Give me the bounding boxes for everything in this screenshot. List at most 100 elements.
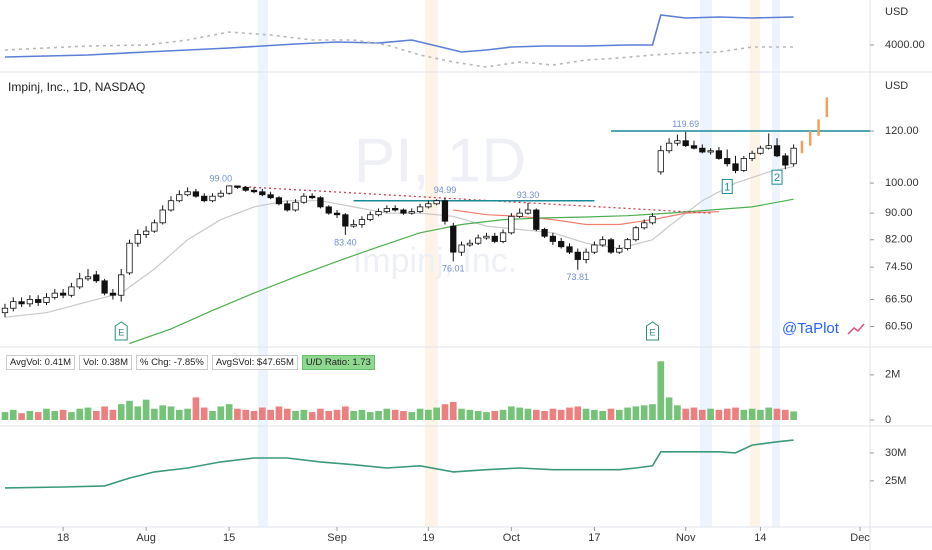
candle-body bbox=[383, 208, 390, 212]
y-tick-label: 90.00 bbox=[885, 207, 913, 219]
candle-body bbox=[665, 142, 673, 152]
series-line bbox=[4, 14, 794, 58]
brand-icon bbox=[847, 323, 865, 335]
candle-body bbox=[715, 150, 723, 159]
candle-body bbox=[167, 200, 175, 211]
y-tick-label: 100.00 bbox=[885, 177, 919, 189]
candle-body bbox=[176, 194, 183, 202]
y-tick-label: 25M bbox=[885, 475, 906, 487]
series-line bbox=[4, 439, 794, 489]
price-label: 93.30 bbox=[517, 190, 540, 200]
candle-body bbox=[466, 242, 474, 246]
volume-bar bbox=[51, 410, 59, 420]
volume-bar bbox=[640, 405, 648, 420]
x-tick-label: Sep bbox=[327, 532, 347, 544]
x-tick-label: 15 bbox=[223, 532, 235, 544]
candle-body bbox=[392, 208, 399, 211]
x-tick-label: 19 bbox=[422, 532, 434, 544]
candle-body bbox=[483, 235, 490, 239]
candle-body bbox=[118, 274, 125, 296]
candle-body bbox=[765, 145, 772, 149]
volume-bar bbox=[217, 406, 225, 420]
volume-bar bbox=[524, 408, 532, 420]
volume-bar bbox=[275, 406, 283, 420]
volume-bar bbox=[416, 408, 424, 420]
candle-body bbox=[524, 209, 532, 214]
y-tick-label: 60.50 bbox=[885, 320, 913, 332]
candle-body bbox=[51, 292, 58, 298]
wave-label: 2 bbox=[774, 172, 780, 184]
volume-bar bbox=[508, 406, 515, 420]
session-band bbox=[425, 0, 438, 527]
volume-bar bbox=[26, 410, 34, 420]
volume-bar bbox=[375, 410, 382, 420]
candle-body bbox=[782, 155, 789, 166]
volume-bar bbox=[134, 406, 142, 420]
stat: % Chg: -7.85% bbox=[135, 355, 208, 370]
trendline bbox=[229, 185, 711, 214]
y-tick-label: 82.00 bbox=[885, 234, 913, 246]
volume-bar bbox=[9, 409, 17, 420]
candle-body bbox=[68, 286, 75, 296]
y-tick-label: 4000.00 bbox=[885, 39, 925, 51]
volume-bar bbox=[117, 404, 125, 420]
candle-body bbox=[43, 296, 50, 303]
volume-bar bbox=[76, 408, 84, 420]
price-label: 119.69 bbox=[672, 119, 699, 129]
candle-body bbox=[350, 224, 357, 227]
volume-bar bbox=[541, 410, 548, 420]
volume-bar bbox=[690, 407, 698, 420]
candle-body bbox=[1, 307, 9, 314]
candle-body bbox=[209, 195, 216, 202]
candle-body bbox=[732, 163, 739, 171]
x-tick-label: 18 bbox=[57, 532, 69, 544]
candle-body bbox=[325, 206, 332, 214]
volume-bar bbox=[92, 410, 100, 420]
series-line bbox=[129, 198, 794, 345]
stat: AvgSVol: $47.65M bbox=[211, 355, 298, 370]
candle-body bbox=[151, 222, 158, 232]
volume-bar bbox=[383, 408, 391, 420]
candle-body bbox=[35, 299, 42, 303]
price-label: 83.40 bbox=[334, 237, 357, 247]
candle-body bbox=[10, 301, 17, 309]
volume-bar bbox=[748, 408, 756, 420]
candle-body bbox=[632, 227, 640, 241]
session-band bbox=[258, 0, 268, 527]
candle-body bbox=[76, 278, 83, 288]
candle-body bbox=[441, 200, 449, 222]
volume-bar bbox=[649, 404, 656, 420]
volume-bar bbox=[707, 408, 714, 420]
candle-body bbox=[159, 209, 166, 224]
candle-body bbox=[707, 150, 714, 153]
volume-bar bbox=[499, 409, 507, 420]
candle-body bbox=[26, 299, 34, 305]
volume-bar bbox=[449, 401, 457, 420]
candle-body bbox=[499, 232, 507, 242]
candle-body bbox=[433, 200, 440, 205]
y-tick-label: 74.50 bbox=[885, 261, 913, 273]
volume-bar bbox=[466, 409, 474, 420]
stats-row: AvgVol: 0.41M Vol: 0.38M % Chg: -7.85% A… bbox=[6, 355, 375, 370]
volume-bar bbox=[142, 399, 150, 420]
volume-bar bbox=[782, 409, 789, 420]
volume-bar bbox=[18, 413, 25, 420]
candle-body bbox=[259, 191, 266, 196]
candle-body bbox=[217, 192, 224, 197]
candle-body bbox=[292, 201, 299, 211]
price-label: 76.01 bbox=[442, 264, 465, 274]
volume-bar bbox=[665, 397, 673, 420]
candle-body bbox=[699, 147, 706, 153]
x-tick-label: Dec bbox=[850, 532, 870, 544]
volume-bar bbox=[765, 407, 773, 420]
volume-bar bbox=[599, 410, 607, 420]
volume-bar bbox=[732, 407, 739, 420]
candle-body bbox=[267, 194, 274, 199]
volume-bar bbox=[109, 409, 117, 420]
stat: AvgVol: 0.41M bbox=[6, 355, 76, 370]
earnings-icon bbox=[114, 321, 128, 341]
volume-bar bbox=[250, 410, 258, 420]
earnings-label: E bbox=[118, 327, 124, 337]
candle-body bbox=[225, 185, 233, 194]
